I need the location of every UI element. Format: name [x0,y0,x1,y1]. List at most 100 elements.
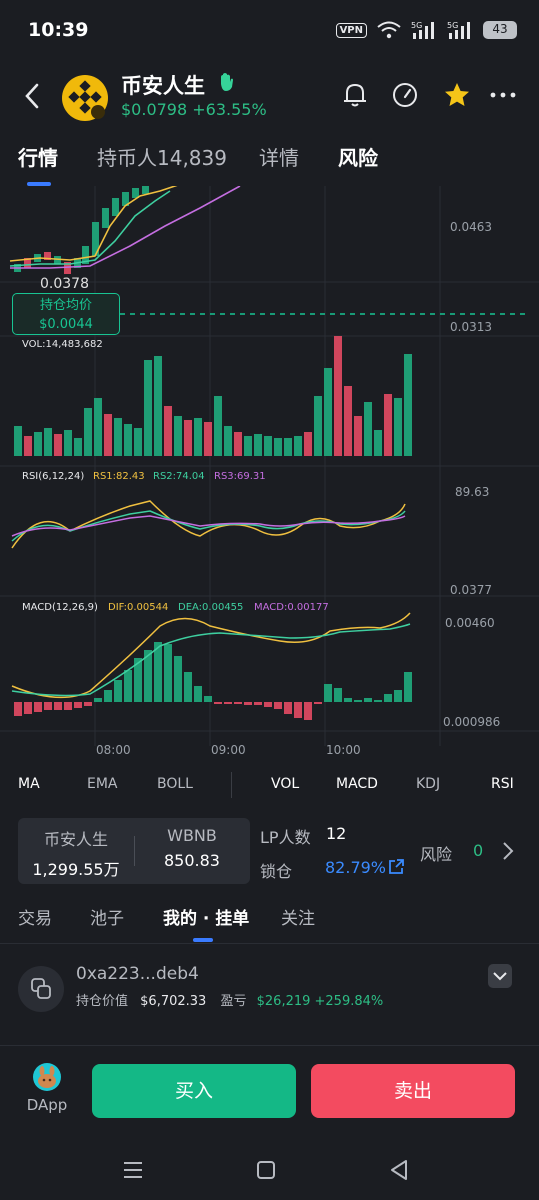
vpn-icon: VPN [335,22,367,38]
macd-bar [224,702,232,704]
ind-ma[interactable]: MA [18,776,40,792]
macd-bar [384,694,392,702]
volume-bar [284,438,292,456]
macd-bar [154,642,162,702]
volume-bar [404,354,412,456]
macd-bar [364,698,372,702]
macd-dif: DIF:0.00544 [108,602,168,613]
token-header: 币安人生 $0.0798 +63.55% [0,68,539,124]
macd-bar [254,702,262,705]
ind-ema[interactable]: EMA [87,776,118,792]
macd-bar [344,698,352,702]
buy-button[interactable]: 买入 [92,1064,296,1118]
subtab-my-orders[interactable]: 我的 · 挂单 [163,909,250,929]
lock-value[interactable]: 82.79% [325,858,387,877]
token-name: 币安人生 [121,74,205,98]
ma-line-2 [9,190,171,267]
volume-bar [314,396,322,456]
risk-label: 风险 [420,845,453,864]
ma-line-3 [10,186,241,269]
tab-market[interactable]: 行情 [18,146,58,170]
macd-bottom-label: 0.000986 [443,715,500,729]
chevron-right-icon[interactable] [500,840,516,862]
subtab-pools[interactable]: 池子 [90,909,124,929]
main-tabs: 行情 持币人14,839 详情 风险 [0,142,539,192]
avg-cost-value: $0.0044 [39,317,93,332]
macd-bar [194,686,202,702]
menu-icon[interactable] [119,1156,147,1184]
lp-info: LP人数 12 锁仓 82.79% 风险 0 [260,818,530,884]
star-icon[interactable] [442,80,472,110]
tab-risk[interactable]: 风险 [338,146,378,170]
chart-svg: 0.0463 0.0313 0.0378 VOL:14,483,682 RSI(… [0,186,539,757]
candle [132,188,139,198]
price-chart[interactable]: 0.0463 0.0313 0.0378 VOL:14,483,682 RSI(… [0,186,539,766]
volume-bar [54,434,62,456]
avg-cost-title: 持仓均价 [39,298,92,313]
tab-details[interactable]: 详情 [259,146,299,170]
volume-bar [144,360,152,456]
price-high-label: 0.0463 [450,220,492,234]
status-time: 10:39 [28,19,89,41]
candle [102,208,109,228]
pool-pair-col: WBNB 850.83 [134,826,250,870]
signal-icon-2: 5G [447,21,470,39]
rsi-rs2: RS2:74.04 [153,471,205,482]
macd-bar [94,698,102,702]
macd-bar [174,656,182,702]
subtab-follow[interactable]: 关注 [281,909,315,929]
status-icons: VPN 5G 5G 43 [335,20,517,40]
candle [64,262,71,274]
dapp-button[interactable]: DApp [20,1062,74,1114]
ind-rsi[interactable]: RSI [491,776,514,792]
ind-macd[interactable]: MACD [336,776,378,792]
ind-boll[interactable]: BOLL [157,776,193,792]
macd-bar [134,658,142,702]
macd-bar [234,702,242,704]
back-icon[interactable] [18,80,46,112]
token-price: $0.0798 [121,100,188,119]
macd-bar [84,702,92,706]
gauge-icon[interactable] [390,80,420,110]
candles-group [14,186,149,274]
back-nav-icon[interactable] [385,1156,413,1184]
macd-bar [44,702,52,710]
volume-bar [384,394,392,456]
subtab-trades[interactable]: 交易 [18,909,52,929]
volume-bar [84,408,92,456]
bell-icon[interactable] [340,80,370,110]
tab-active-indicator [27,182,51,186]
expand-button[interactable] [488,964,512,988]
position-row[interactable]: 0xa223...deb4 持仓价值 $6,702.33 盈亏 $26,219 … [0,950,539,1046]
avg-cost-badge: 持仓均价 $0.0044 [12,293,120,335]
volume-bar [324,368,332,456]
candle [44,252,51,260]
external-link-icon[interactable] [388,858,405,875]
volume-bar [354,416,362,456]
sell-button[interactable]: 卖出 [311,1064,515,1118]
rsi-rs1: RS1:82.43 [93,471,145,482]
macd-bar [284,702,292,714]
rsi-title: RSI(6,12,24) [22,471,84,482]
risk-value: 0 [473,841,484,860]
volume-bar [334,336,342,456]
ma-line-1 [9,186,178,262]
hand-icon [221,73,233,91]
macd-bar [204,696,212,702]
sub-tabs: 交易 池子 我的 · 挂单 关注 [0,900,539,944]
ind-vol[interactable]: VOL [271,776,300,792]
macd-bar [264,702,272,707]
more-icon[interactable] [488,80,518,110]
pool-token-col: 币安人生 1,299.55万 [18,826,134,880]
ind-kdj[interactable]: KDJ [416,776,441,792]
macd-bar [324,684,332,702]
pool-pair-value: 850.83 [164,851,220,870]
price-low-label: 0.0313 [450,320,492,334]
macd-bar [144,650,152,702]
rsi-top-label: 89.63 [455,485,489,499]
tab-holders[interactable]: 持币人14,839 [97,146,227,170]
token-price-line: $0.0798 +63.55% [121,100,267,119]
home-icon[interactable] [252,1156,280,1184]
macd-bar [124,670,132,702]
net-label-2: 5G [447,21,458,30]
